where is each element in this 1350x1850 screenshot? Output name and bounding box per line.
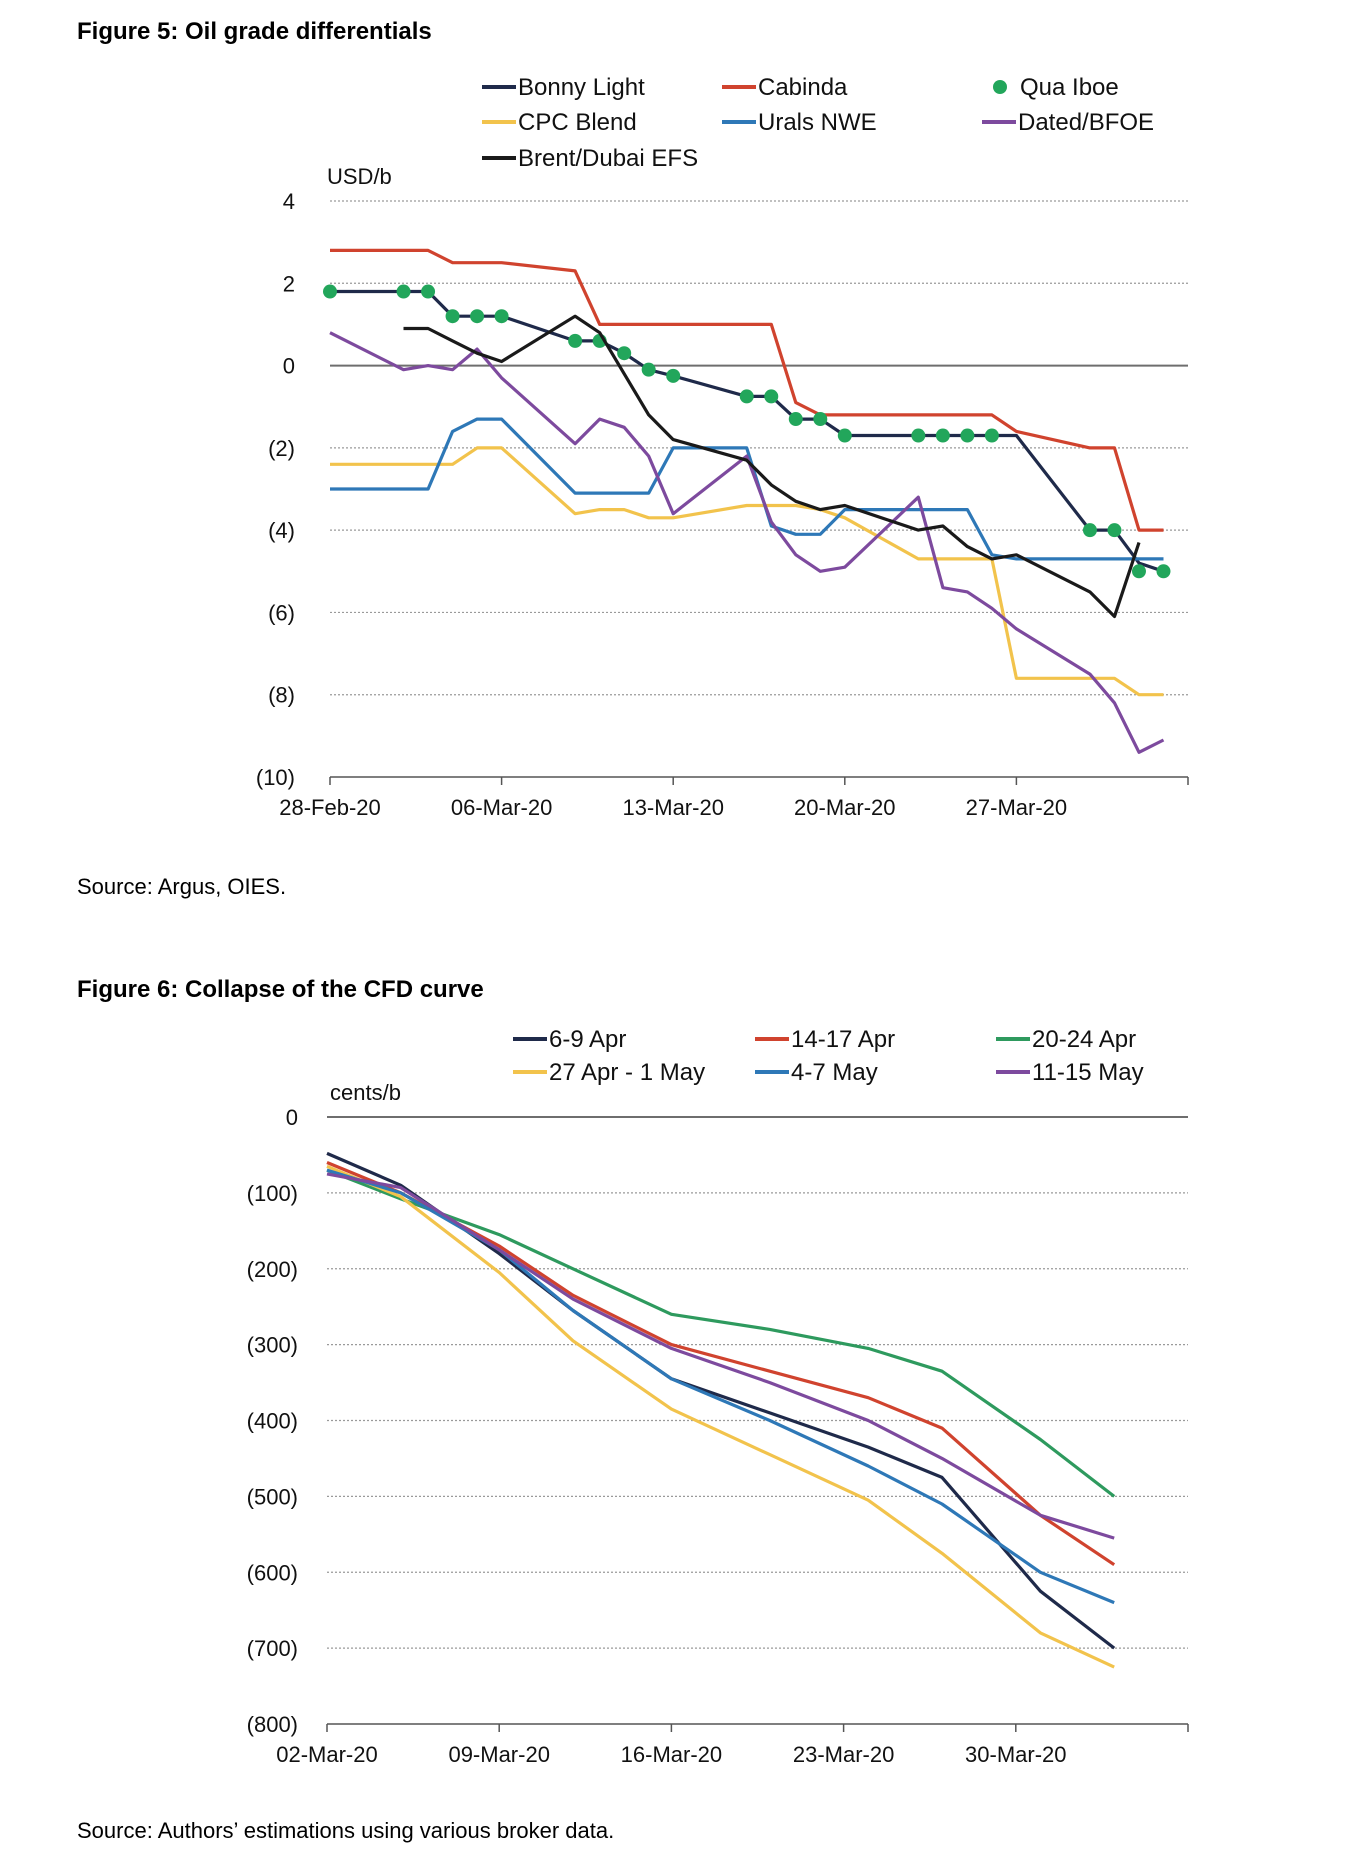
- marker-qua-iboe: [568, 333, 583, 348]
- marker-qua-iboe: [739, 389, 754, 404]
- marker-qua-iboe: [911, 428, 926, 443]
- marker-qua-iboe: [1156, 564, 1171, 579]
- y-tick-label: 0: [286, 1105, 298, 1130]
- y-tick-label: (500): [247, 1484, 298, 1509]
- marker-qua-iboe: [960, 428, 975, 443]
- marker-qua-iboe: [788, 412, 803, 427]
- x-tick-label: 16-Mar-20: [621, 1742, 722, 1767]
- y-tick-label: 4: [283, 189, 295, 214]
- x-tick-label: 13-Mar-20: [622, 795, 723, 820]
- figure-5-title: Figure 5: Oil grade differentials: [77, 18, 432, 45]
- x-tick-label: 30-Mar-20: [965, 1742, 1066, 1767]
- legend-label-6-9-apr: 6-9 Apr: [549, 1026, 626, 1053]
- figure-5-source: Source: Argus, OIES.: [77, 874, 287, 899]
- chart-cfd-curve: 0 (100) (200) (300) (400) (500) (600) (700) (800…: [247, 1026, 1189, 1767]
- y-tick-label: (200): [247, 1257, 298, 1282]
- legend-label-4-7-may: 4-7 May: [791, 1059, 878, 1086]
- y-tick-label: 0: [283, 354, 295, 379]
- series-line-20-24-apr: [326, 1168, 1116, 1498]
- marker-qua-iboe: [1131, 564, 1146, 579]
- legend-label-14-17-apr: 14-17 Apr: [791, 1026, 895, 1053]
- legend-label-qua-iboe: Qua Iboe: [1020, 74, 1119, 101]
- marker-qua-iboe: [837, 428, 852, 443]
- y-tick-label: (800): [247, 1712, 298, 1737]
- legend-label-bonny-light: Bonny Light: [518, 74, 645, 101]
- series-line-brent-dubai-efs: [403, 314, 1141, 619]
- y-tick-label: 2: [283, 271, 295, 296]
- y-tick-label: (700): [247, 1636, 298, 1661]
- y-tick-label: (300): [247, 1333, 298, 1358]
- legend-label-urals-nwe: Urals NWE: [758, 109, 877, 136]
- series-line-urals-nwe: [330, 417, 1164, 561]
- marker-qua-iboe: [984, 428, 999, 443]
- y-tick-label: (4): [268, 518, 295, 543]
- y-axis-unit-label: USD/b: [327, 164, 392, 189]
- legend-label-cabinda: Cabinda: [758, 74, 848, 101]
- legend-label-27-apr-1-may: 27 Apr - 1 May: [549, 1059, 705, 1086]
- marker-qua-iboe: [323, 284, 337, 299]
- marker-qua-iboe: [666, 368, 681, 383]
- series-line-4-7-may: [326, 1168, 1115, 1605]
- series-line-27-apr-1-may: [326, 1164, 1115, 1669]
- legend-marker-qua-iboe: [993, 80, 1007, 94]
- legend-label-brent-dubai-efs: Brent/Dubai EFS: [518, 145, 698, 172]
- x-tick-label: 23-Mar-20: [793, 1742, 894, 1767]
- y-tick-label: (400): [247, 1409, 298, 1434]
- y-axis-unit-label: cents/b: [330, 1080, 401, 1105]
- x-tick-label: 09-Mar-20: [448, 1742, 549, 1767]
- x-tick-label: 06-Mar-20: [451, 795, 552, 820]
- series-line-11-15-may: [326, 1172, 1115, 1540]
- marker-qua-iboe: [494, 309, 509, 324]
- legend-label-cpc-blend: CPC Blend: [518, 109, 637, 136]
- x-tick-label: 20-Mar-20: [794, 795, 895, 820]
- x-tick-label: 02-Mar-20: [276, 1742, 377, 1767]
- marker-qua-iboe: [421, 284, 436, 299]
- marker-qua-iboe: [813, 412, 828, 427]
- y-tick-label: (600): [247, 1560, 298, 1585]
- marker-qua-iboe: [1107, 523, 1122, 538]
- legend-label-11-15-may: 11-15 May: [1032, 1059, 1144, 1086]
- legend-label-20-24-apr: 20-24 Apr: [1032, 1026, 1136, 1053]
- x-tick-label: 28-Feb-20: [279, 795, 381, 820]
- y-tick-label: (8): [268, 683, 295, 708]
- marker-qua-iboe: [1082, 523, 1097, 538]
- legend-label-dated-bfoe: Dated/BFOE: [1018, 109, 1154, 136]
- y-tick-label: (100): [247, 1181, 298, 1206]
- marker-qua-iboe: [396, 284, 411, 299]
- series-line-cpc-blend: [330, 446, 1164, 697]
- marker-qua-iboe: [641, 362, 656, 377]
- marker-qua-iboe: [935, 428, 950, 443]
- y-tick-label: (2): [268, 436, 295, 461]
- figure-6-title: Figure 6: Collapse of the CFD curve: [77, 976, 484, 1003]
- marker-qua-iboe: [764, 389, 779, 404]
- series-line-cabinda: [330, 248, 1164, 532]
- marker-qua-iboe: [445, 309, 460, 324]
- marker-qua-iboe: [617, 346, 632, 361]
- x-tick-label: 27-Mar-20: [966, 795, 1067, 820]
- y-tick-label: (10): [256, 765, 295, 790]
- figure-6-source: Source: Authors’ estimations using vario…: [77, 1818, 615, 1843]
- series-line-dated-bfoe: [329, 331, 1165, 754]
- series-line-14-17-apr: [326, 1161, 1116, 1567]
- chart-oil-grade-differentials: 4 2 0 (2) (4) (6) (8) (10) 28-Feb-20 06-Mar-20 13-…: [256, 74, 1189, 820]
- marker-qua-iboe: [470, 309, 485, 324]
- y-tick-label: (6): [268, 600, 295, 625]
